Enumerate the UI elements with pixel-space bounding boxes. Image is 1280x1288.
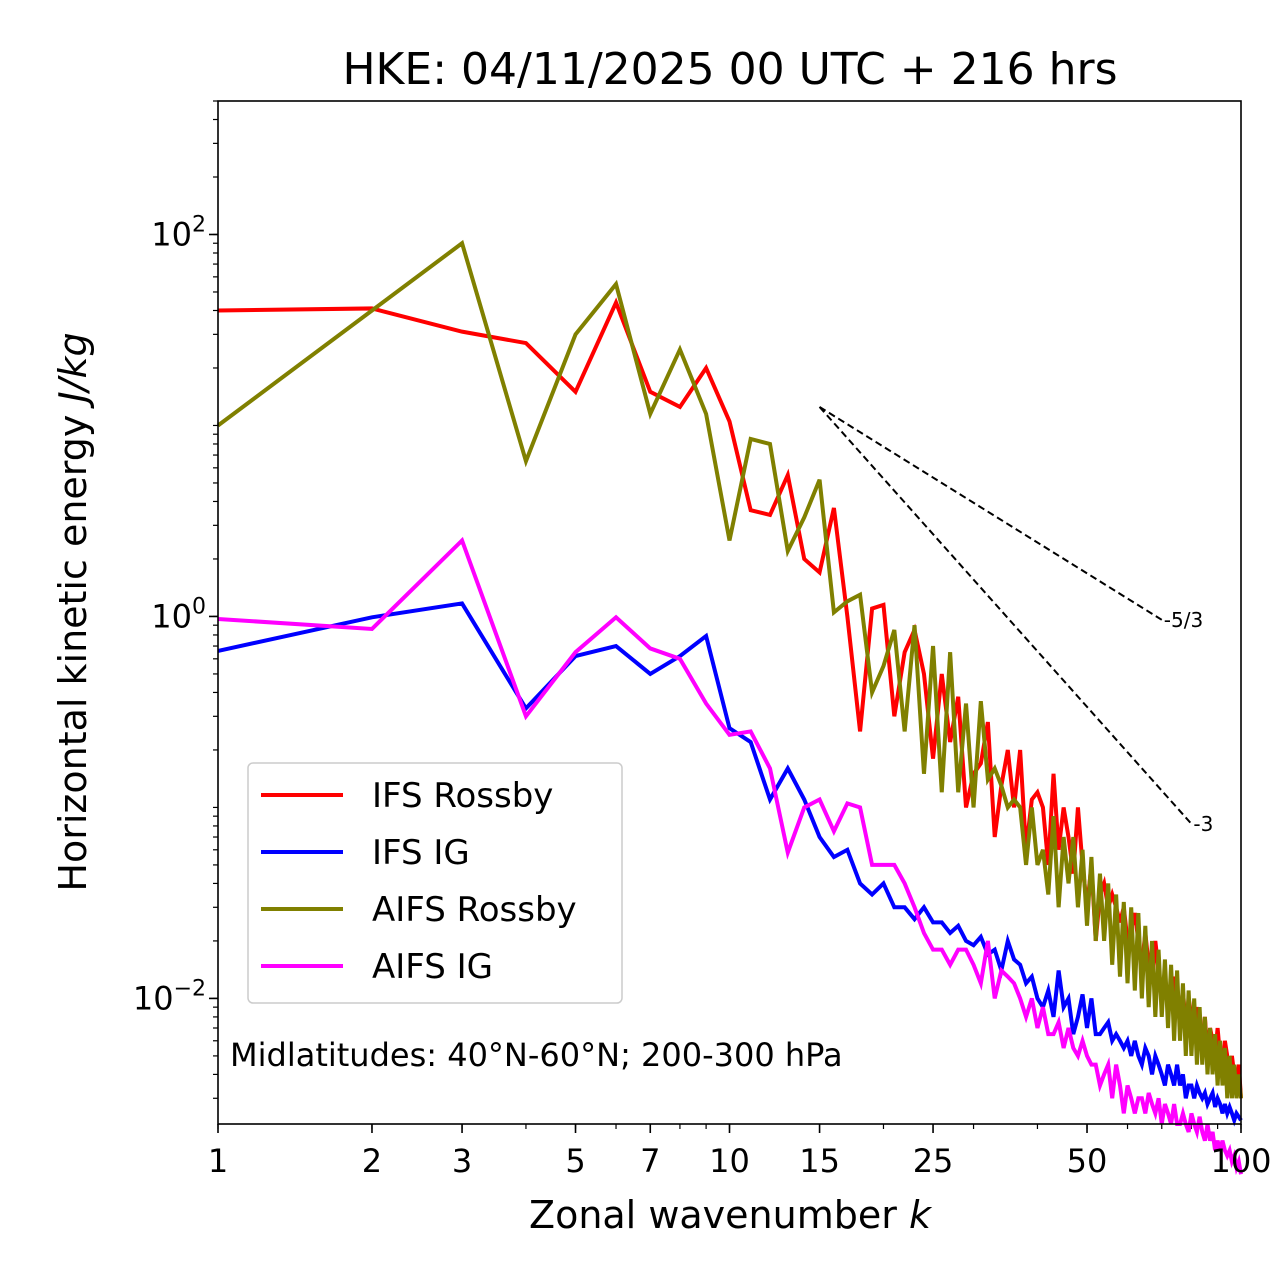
plot-area: -5/3 -3: [209, 100, 1243, 1176]
x-axis-label-text: Zonal wavenumber: [529, 1193, 909, 1237]
x-tick-label: 50: [1067, 1142, 1108, 1180]
major-ticks: [209, 233, 1242, 1133]
y-tick-label: 10−2: [133, 976, 206, 1017]
legend-label-ifs-ig: IFS IG: [372, 833, 470, 873]
x-tick-label: 2: [362, 1142, 382, 1180]
y-axis-label: Horizontal kinetic energy J/kg: [51, 332, 95, 891]
x-tick-label: 5: [565, 1142, 585, 1180]
reference-slope-line: [818, 406, 1193, 825]
region-annotation: Midlatitudes: 40°N-60°N; 200-300 hPa: [230, 1036, 843, 1074]
y-tick-exponent: 0: [192, 594, 206, 619]
x-tick-label: 15: [799, 1142, 840, 1180]
x-axis-label: Zonal wavenumber k: [529, 1193, 933, 1237]
y-tick-base: 10: [151, 597, 192, 635]
legend-label-ifs-rossby: IFS Rossby: [372, 776, 553, 816]
reference-slope-label: -5/3: [1164, 608, 1203, 632]
legend-label-aifs-ig: AIFS IG: [372, 947, 493, 987]
reference-slope-label: -3: [1193, 812, 1213, 836]
chart-title: HKE: 04/11/2025 00 UTC + 216 hrs: [342, 44, 1117, 95]
y-tick-base: 10: [151, 215, 192, 253]
x-axis-label-variable: k: [909, 1193, 933, 1237]
y-tick-base: 10: [133, 979, 174, 1017]
series-line-ifs-ig: [217, 601, 1243, 1127]
legend: IFS Rossby IFS IG AIFS Rossby AIFS IG: [247, 762, 623, 1004]
legend-label-aifs-rossby: AIFS Rossby: [372, 890, 577, 930]
reference-slopes: -5/3 -3: [818, 406, 1213, 836]
x-tick-label: 3: [452, 1142, 472, 1180]
reference-slope-line: [819, 406, 1163, 621]
y-tick-exponent: −2: [174, 976, 206, 1001]
legend-frame: [247, 762, 623, 1004]
x-tick-label: 25: [913, 1142, 954, 1180]
legend-items: IFS Rossby IFS IG AIFS Rossby AIFS IG: [261, 776, 577, 987]
x-tick-label: 10: [709, 1142, 750, 1180]
y-tick-exponent: 2: [192, 212, 206, 237]
x-tick-labels: 1 2 3 5 7 10 15 25 50 100: [208, 1142, 1272, 1180]
x-tick-label: 1: [208, 1142, 228, 1180]
y-axis-label-text: Horizontal kinetic energy: [51, 403, 95, 892]
x-tick-label: 7: [640, 1142, 660, 1180]
x-tick-label: 100: [1210, 1142, 1271, 1180]
y-axis-label-units: J/kg: [51, 332, 95, 409]
series-line-aifs-rossby: [216, 239, 1243, 1099]
y-tick-label: 100: [151, 594, 206, 635]
y-tick-label: 102: [151, 212, 206, 253]
plot-frame: [217, 100, 1242, 1125]
